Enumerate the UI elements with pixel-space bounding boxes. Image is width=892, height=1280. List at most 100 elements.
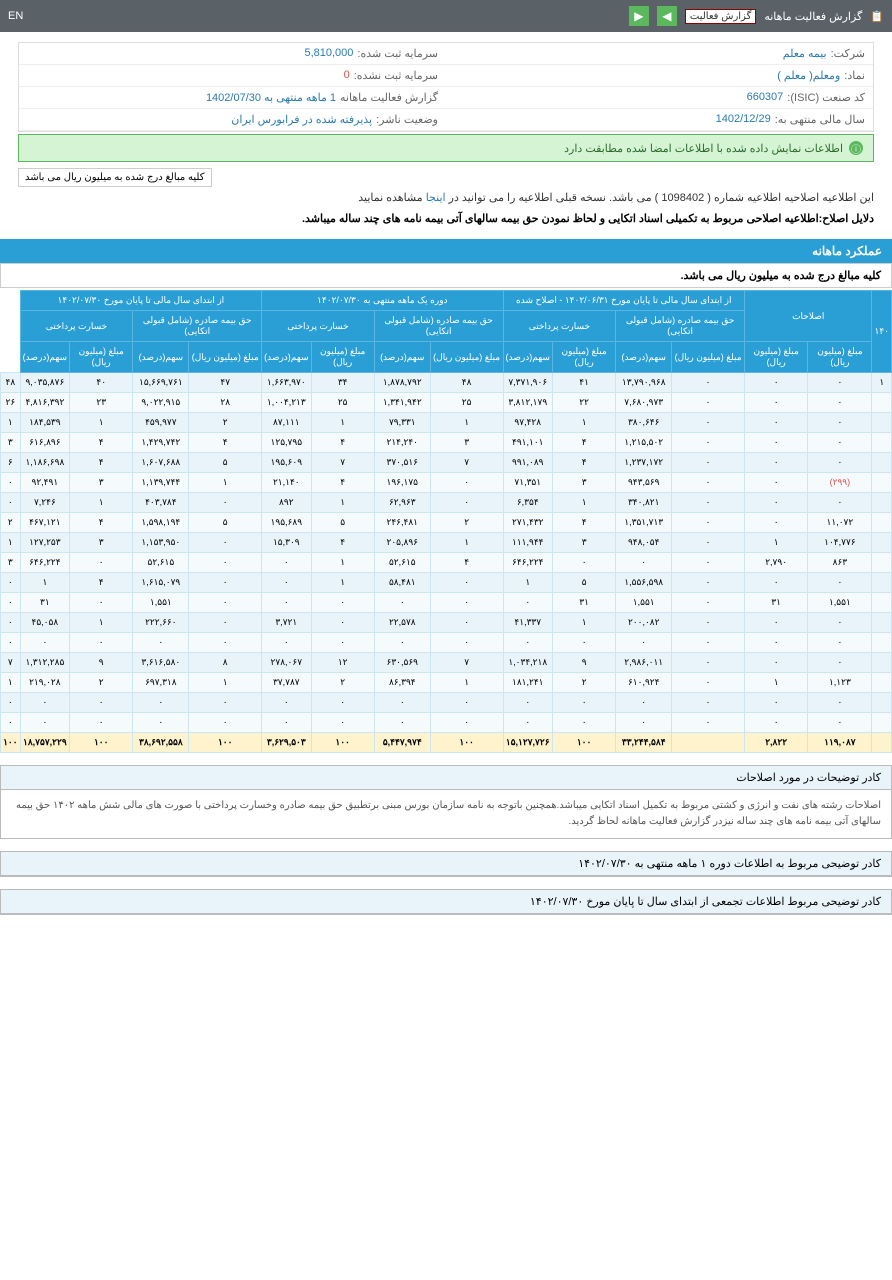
th-amt: مبلغ (میلیون ریال) — [311, 342, 374, 373]
table-cell: ۱۵,۳۰۹ — [262, 533, 311, 553]
th-pct: سهم(درصد) — [133, 342, 189, 373]
capital2-label: سرمایه ثبت نشده: — [354, 69, 438, 82]
table-cell: ۷۹,۳۳۱ — [374, 413, 430, 433]
table-cell: ۱ — [311, 493, 374, 513]
th-amt: مبلغ (میلیون ریال) — [189, 342, 262, 373]
table-row: ۱۱,۰۷۲۰۰۱,۳۵۱,۷۱۳۴۲۷۱,۴۳۲۲۲۴۶,۴۸۱۵۱۹۵,۶۸… — [1, 513, 892, 533]
table-cell: ۱ — [872, 373, 892, 393]
th-prem-2: حق بیمه صادره (شامل قبولی اتکایی) — [374, 311, 503, 342]
table-cell: ۴ — [430, 553, 503, 573]
table-cell: ۰ — [189, 553, 262, 573]
table-cell: ۱,۶۰۷,۶۸۸ — [133, 453, 189, 473]
table-cell: ۰ — [808, 613, 872, 633]
table-row: ۱۰۰۰۱۳,۷۹۰,۹۶۸۴۱۷,۳۷۱,۹۰۶۴۸۱,۸۷۸,۷۹۲۳۴۱,… — [1, 373, 892, 393]
table-cell: ۱ — [430, 413, 503, 433]
table-cell: ۰ — [311, 613, 374, 633]
table-row: ۸۶۳۲,۷۹۰۰۰۰۶۴۶,۲۲۴۴۵۲,۶۱۵۱۰۰۵۲,۶۱۵۰۶۴۶,۲… — [1, 553, 892, 573]
table-cell: ۳,۶۲۹,۵۰۳ — [262, 733, 311, 753]
table-cell: ۰ — [672, 413, 745, 433]
th-amt: مبلغ (میلیون ریال) — [552, 342, 615, 373]
table-cell: ۰ — [1, 473, 21, 493]
table-cell: ۴ — [552, 453, 615, 473]
report-dropdown[interactable]: گزارش فعالیت — [685, 9, 756, 24]
table-cell: ۰ — [672, 673, 745, 693]
table-cell: ۲۰۵,۸۹۶ — [374, 533, 430, 553]
lang-toggle[interactable]: EN — [8, 10, 23, 22]
table-cell: ۴ — [70, 513, 133, 533]
table-cell: ۰ — [744, 373, 807, 393]
table-cell: ۵ — [189, 513, 262, 533]
th-loss-2: خسارت پرداختی — [262, 311, 375, 342]
data-table-wrap: ۱۴۰ اصلاحات از ابتدای سال مالی تا پایان … — [0, 290, 892, 753]
table-cell: ۶۲,۹۶۳ — [374, 493, 430, 513]
table-cell: ۰ — [1, 593, 21, 613]
table-cell: ۱,۲۳۷,۱۷۲ — [616, 453, 672, 473]
table-cell: ۳۱ — [552, 593, 615, 613]
table-cell: ۶,۳۵۴ — [503, 493, 552, 513]
table-cell: ۰ — [262, 633, 311, 653]
table-cell: ۰ — [70, 633, 133, 653]
table-cell: ۱۲۵,۷۹۵ — [262, 433, 311, 453]
table-cell: ۱ — [70, 413, 133, 433]
table-cell: ۰ — [1, 493, 21, 513]
table-cell: ۱ — [503, 573, 552, 593]
table-cell: ۰ — [808, 653, 872, 673]
table-cell: ۲۷۸,۰۶۷ — [262, 653, 311, 673]
table-cell — [872, 473, 892, 493]
table-cell: ۰ — [189, 633, 262, 653]
symbol-value[interactable]: ومعلم( معلم ) — [777, 69, 840, 82]
table-cell: ۱,۵۵۱ — [808, 593, 872, 613]
table-cell — [872, 593, 892, 613]
table-cell: ۴ — [552, 433, 615, 453]
th-g3: از ابتدای سال مالی تا پایان مورخ ۱۴۰۲/۰۶… — [503, 291, 744, 311]
table-cell: ۳ — [552, 473, 615, 493]
capital-label: سرمایه ثبت شده: — [357, 47, 438, 60]
next-button[interactable]: ▶ — [629, 6, 649, 26]
prev-notice-link[interactable]: اینجا — [426, 192, 446, 204]
table-cell: ۸۷,۱۱۱ — [262, 413, 311, 433]
table-cell: ۲ — [552, 673, 615, 693]
table-cell: ۰ — [744, 453, 807, 473]
table-row: ۰۰۰۱,۵۵۶,۵۹۸۵۱۰۵۸,۴۸۱۱۰۰۱,۶۱۵,۰۷۹۴۱۰ — [1, 573, 892, 593]
fy-value: 1402/12/29 — [716, 113, 771, 126]
th-loss-1: خسارت پرداختی — [503, 311, 616, 342]
table-cell: ۲۷۱,۴۳۲ — [503, 513, 552, 533]
table-cell: ۱,۴۲۹,۷۴۲ — [133, 433, 189, 453]
table-cell: ۷,۶۸۰,۹۷۳ — [616, 393, 672, 413]
table-cell: ۹ — [70, 653, 133, 673]
table-cell: ۷ — [311, 453, 374, 473]
table-cell: ۲۶ — [1, 393, 21, 413]
table-cell: ۰ — [430, 633, 503, 653]
table-cell — [872, 733, 892, 753]
prev-button[interactable]: ◀ — [657, 6, 677, 26]
table-row: ۰۰۰۰۰۰۰۰۰۰۰۰۰۰۰ — [1, 693, 892, 713]
table-cell: ۰ — [744, 573, 807, 593]
table-cell — [872, 613, 892, 633]
table-cell: ۰ — [672, 433, 745, 453]
table-cell: ۱ — [189, 473, 262, 493]
table-cell: ۰ — [808, 693, 872, 713]
table-cell: ۴۸ — [430, 373, 503, 393]
info-panel: شرکت:بیمه معلم سرمایه ثبت شده:5,810,000 … — [18, 42, 874, 132]
table-cell: ۰ — [374, 713, 430, 733]
table-cell: ۲۸ — [189, 393, 262, 413]
table-cell: ۳۳,۲۴۴,۵۸۴ — [616, 733, 672, 753]
table-cell: ۱۸,۷۵۷,۲۲۹ — [20, 733, 69, 753]
topbar-title: گزارش فعالیت ماهانه — [764, 10, 862, 23]
table-cell: ۲,۷۹۰ — [744, 553, 807, 573]
th-loss-3: خسارت پرداختی — [20, 311, 133, 342]
table-cell: ۷,۲۴۶ — [20, 493, 69, 513]
table-cell: ۵ — [189, 453, 262, 473]
th-amt: مبلغ (میلیون ریال) — [430, 342, 503, 373]
table-cell — [872, 553, 892, 573]
table-cell: ۳ — [1, 553, 21, 573]
table-cell: ۵ — [552, 573, 615, 593]
table-cell: ۰ — [1, 713, 21, 733]
table-cell: ۳۱ — [20, 593, 69, 613]
report-value: 1 ماهه منتهی به 1402/07/30 — [206, 91, 336, 104]
table-cell — [872, 413, 892, 433]
th-prem-1: حق بیمه صادره (شامل قبولی اتکایی) — [616, 311, 745, 342]
report-label: گزارش فعالیت ماهانه — [340, 91, 438, 104]
table-cell: ۱۱۱,۹۴۴ — [503, 533, 552, 553]
table-cell: ۱ — [1, 673, 21, 693]
